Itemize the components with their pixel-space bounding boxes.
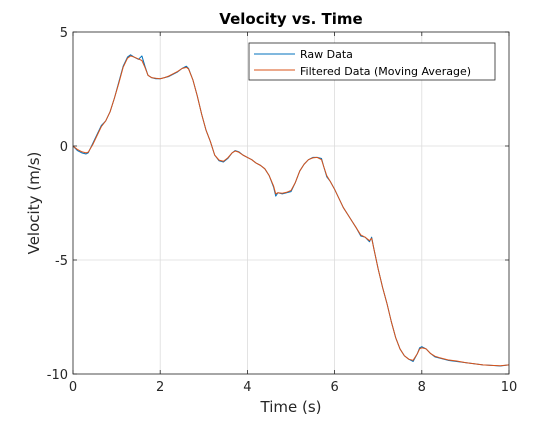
legend: Raw Data Filtered Data (Moving Average) — [248, 42, 496, 81]
y-tick-label: -10 — [47, 368, 68, 383]
axes-box — [72, 31, 510, 375]
x-tick-label: 2 — [156, 380, 164, 395]
x-tick-label: 0 — [69, 380, 77, 395]
y-tick-label: -5 — [55, 254, 68, 269]
x-tick-label: 4 — [243, 380, 251, 395]
chart-title: Velocity vs. Time — [219, 10, 362, 28]
legend-box — [248, 42, 496, 81]
y-tick-label: 5 — [60, 26, 68, 41]
y-axis-label: Velocity (m/s) — [25, 152, 43, 255]
tick-labels: 0 2 4 6 8 10 5 0 -5 -10 — [47, 26, 518, 395]
x-tick-label: 8 — [418, 380, 426, 395]
filtered-data-line — [72, 55, 510, 367]
tick-marks — [72, 31, 510, 375]
legend-label-raw-data: Raw Data — [300, 48, 353, 61]
data-series — [72, 54, 510, 367]
axes-background — [73, 32, 509, 374]
y-tick-label: 0 — [60, 140, 68, 155]
x-axis-label: Time (s) — [260, 398, 322, 416]
legend-label-filtered-data: Filtered Data (Moving Average) — [300, 65, 471, 78]
x-tick-label: 10 — [501, 380, 518, 395]
x-tick-label: 6 — [330, 380, 338, 395]
